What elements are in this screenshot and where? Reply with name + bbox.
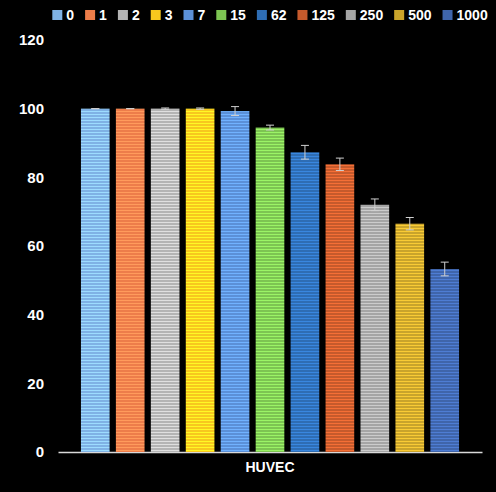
y-tick-label: 0 bbox=[36, 443, 44, 460]
y-tick-label: 80 bbox=[27, 169, 44, 186]
legend-item: 2 bbox=[118, 7, 140, 23]
error-bar-line bbox=[441, 262, 449, 276]
y-axis-line bbox=[58, 41, 59, 453]
error-bar bbox=[371, 199, 379, 211]
legend-item: 1000 bbox=[443, 7, 488, 23]
error-bar-line bbox=[196, 108, 204, 109]
error-bar bbox=[196, 108, 204, 109]
y-tick: 0 bbox=[36, 443, 58, 460]
error-bar-line bbox=[231, 107, 239, 116]
y-axis: 0 20 40 60 80 100 120 bbox=[19, 31, 59, 460]
bar bbox=[430, 269, 459, 452]
legend-label: 125 bbox=[311, 7, 335, 23]
legend-item: 250 bbox=[346, 7, 384, 23]
legend-swatch bbox=[346, 10, 356, 20]
legend-swatch bbox=[394, 10, 404, 20]
legend-swatch bbox=[52, 10, 62, 20]
error-bar-line bbox=[126, 108, 134, 109]
x-tick-label: HUVEC bbox=[245, 459, 294, 475]
legend-label: 0 bbox=[66, 7, 74, 23]
legend-swatch bbox=[297, 10, 307, 20]
legend-item: 0 bbox=[52, 7, 74, 23]
legend-swatch bbox=[85, 10, 95, 20]
bar bbox=[395, 224, 424, 452]
bar bbox=[326, 164, 355, 452]
legend-swatch bbox=[443, 10, 453, 20]
error-bar bbox=[441, 262, 449, 276]
legend-label: 62 bbox=[271, 7, 287, 23]
error-bar bbox=[161, 108, 169, 109]
y-tick: 120 bbox=[19, 31, 58, 48]
error-bar bbox=[406, 218, 414, 230]
legend-item: 62 bbox=[257, 7, 287, 23]
error-bar bbox=[266, 125, 274, 130]
error-bar-line bbox=[91, 108, 99, 109]
legend: 0 1 2 3 7 15 62 125 250 500 1000 bbox=[52, 7, 488, 23]
bar bbox=[291, 152, 320, 452]
legend-swatch bbox=[257, 10, 267, 20]
bar bbox=[151, 109, 180, 452]
error-bar-line bbox=[336, 158, 344, 170]
y-tick: 20 bbox=[27, 375, 58, 392]
error-bar bbox=[126, 108, 134, 109]
legend-swatch bbox=[216, 10, 226, 20]
y-tick: 60 bbox=[27, 237, 58, 254]
error-bar bbox=[301, 145, 309, 159]
legend-swatch bbox=[151, 10, 161, 20]
y-tick-label: 120 bbox=[19, 31, 44, 48]
legend-label: 15 bbox=[230, 7, 246, 23]
y-tick-label: 40 bbox=[27, 306, 44, 323]
legend-item: 15 bbox=[216, 7, 246, 23]
error-bar bbox=[336, 158, 344, 170]
chart: 0 20 40 60 80 100 120 HUVEC 0 1 2 3 7 15 62 125 250 500 10… bbox=[0, 0, 496, 492]
legend-item: 125 bbox=[297, 7, 335, 23]
error-bar bbox=[91, 108, 99, 109]
y-tick-label: 60 bbox=[27, 237, 44, 254]
legend-item: 3 bbox=[151, 7, 173, 23]
y-tick-label: 20 bbox=[27, 375, 44, 392]
bar bbox=[186, 109, 215, 452]
legend-label: 500 bbox=[408, 7, 432, 23]
error-bar-line bbox=[301, 145, 309, 159]
error-bar-line bbox=[371, 199, 379, 211]
legend-item: 7 bbox=[184, 7, 206, 23]
bar bbox=[221, 111, 250, 452]
bar bbox=[256, 128, 285, 452]
legend-swatch bbox=[184, 10, 194, 20]
legend-label: 1000 bbox=[457, 7, 488, 23]
y-tick-label: 100 bbox=[19, 100, 44, 117]
error-bar-line bbox=[406, 218, 414, 230]
legend-item: 500 bbox=[394, 7, 432, 23]
y-tick: 80 bbox=[27, 169, 58, 186]
legend-label: 1 bbox=[99, 7, 107, 23]
bars bbox=[81, 107, 459, 452]
bar bbox=[116, 109, 145, 452]
bar bbox=[81, 109, 110, 452]
legend-label: 3 bbox=[165, 7, 173, 23]
y-tick: 40 bbox=[27, 306, 58, 323]
error-bar bbox=[231, 107, 239, 116]
legend-swatch bbox=[118, 10, 128, 20]
error-bar-line bbox=[161, 108, 169, 109]
y-tick: 100 bbox=[19, 100, 58, 117]
legend-label: 250 bbox=[360, 7, 384, 23]
bar bbox=[361, 205, 390, 452]
legend-label: 2 bbox=[132, 7, 140, 23]
error-bar-line bbox=[266, 125, 274, 130]
x-tick: HUVEC bbox=[245, 452, 294, 475]
legend-item: 1 bbox=[85, 7, 107, 23]
legend-label: 7 bbox=[198, 7, 206, 23]
plot: 0 20 40 60 80 100 120 HUVEC bbox=[19, 31, 483, 475]
x-axis: HUVEC bbox=[59, 452, 483, 475]
